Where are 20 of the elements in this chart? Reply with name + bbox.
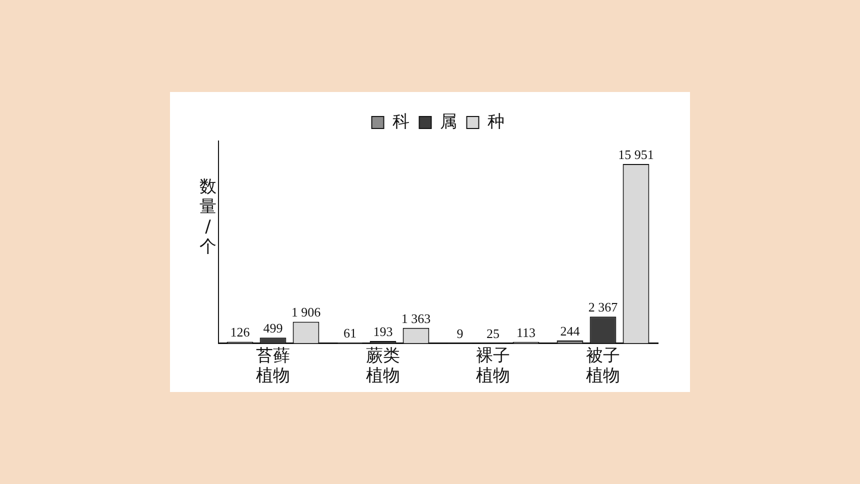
data-label: 15 951	[618, 146, 654, 162]
data-label: 1 363	[401, 310, 431, 326]
data-label: 61	[344, 325, 356, 340]
x-tick-label: 裸子植物	[476, 346, 510, 386]
data-label: 113	[516, 324, 536, 340]
legend-label: 种	[487, 112, 504, 132]
data-label: 193	[373, 324, 393, 339]
x-tick-label: 蕨类植物	[366, 346, 400, 386]
legend-label: 科	[392, 112, 410, 132]
x-tick-label: 苔藓植物	[256, 346, 290, 386]
data-label: 9	[456, 326, 464, 342]
data-label: 25	[486, 326, 500, 341]
data-label: 244	[560, 323, 580, 338]
legend-label: 属	[440, 112, 457, 132]
x-tick-label: 被子植物	[586, 346, 620, 386]
data-label: 126	[230, 324, 250, 340]
y-axis-title: 数量/个	[200, 177, 216, 257]
data-label: 1 906	[291, 304, 322, 320]
data-label: 499	[263, 320, 283, 336]
data-label: 2 367	[588, 300, 618, 315]
